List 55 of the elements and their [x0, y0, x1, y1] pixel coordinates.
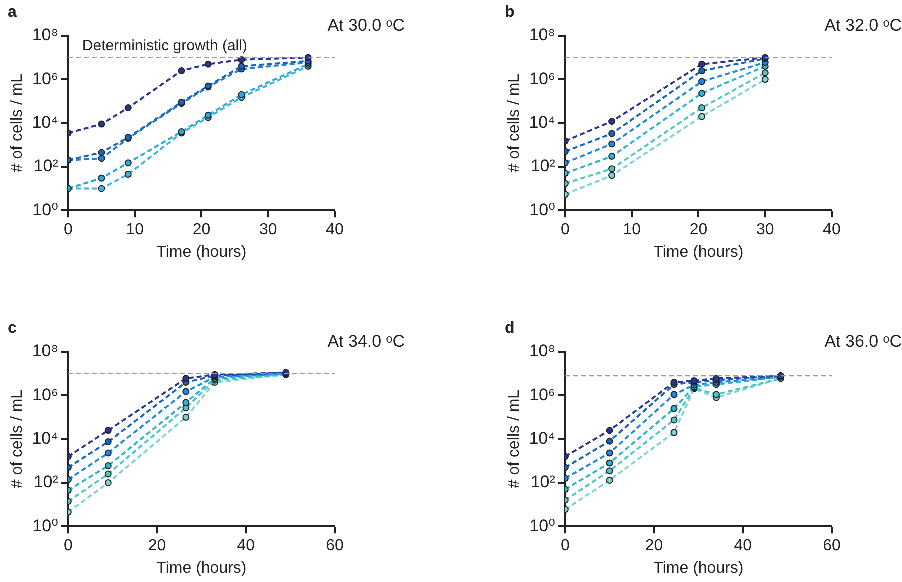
x-tick-label: 20: [148, 538, 166, 555]
ref-line-label: Deterministic growth (all): [82, 37, 248, 54]
y-tick-label: 10²: [530, 472, 556, 492]
x-tick-label: 60: [823, 538, 841, 555]
y-tick-label: 10⁰: [32, 200, 59, 220]
chart-title: b: [505, 4, 515, 22]
x-axis-title: Time (hours): [156, 244, 247, 261]
y-axis-title: # of cells / mL: [9, 74, 26, 173]
y-tick-label: 10⁴: [32, 112, 58, 132]
x-tick-label: 10: [623, 222, 642, 239]
chart-subtitle: At 32.0 ᵒC: [824, 16, 902, 36]
y-tick-label: 10⁰: [32, 516, 59, 536]
y-axis-title: # of cells / mL: [506, 390, 524, 489]
chart-subtitle: At 30.0 ᵒC: [328, 16, 405, 36]
x-tick-label: 0: [64, 222, 73, 239]
x-tick-label: 40: [823, 222, 841, 239]
x-tick-label: 40: [326, 222, 344, 239]
x-tick-label: 10: [126, 222, 144, 239]
y-tick-label: 10⁶: [32, 385, 58, 404]
x-tick-label: 0: [560, 538, 570, 555]
x-tick-label: 0: [64, 538, 73, 555]
x-tick-label: 0: [560, 222, 570, 239]
chart-subtitle: At 36.0 ᵒC: [824, 332, 902, 352]
y-tick-label: 10²: [530, 156, 556, 176]
y-tick-label: 10⁸: [32, 26, 58, 45]
x-tick-label: 30: [756, 222, 774, 239]
y-tick-label: 10⁰: [530, 200, 556, 220]
y-tick-label: 10²: [34, 156, 59, 176]
y-tick-label: 10⁴: [32, 428, 58, 448]
y-tick-label: 10⁶: [529, 385, 556, 404]
y-tick-label: 10⁶: [529, 69, 556, 88]
chart-title: d: [505, 320, 515, 338]
y-axis-title: # of cells / mL: [506, 74, 524, 173]
x-tick-label: 20: [645, 538, 664, 555]
x-tick-label: 40: [734, 538, 752, 555]
x-tick-label: 40: [237, 538, 256, 555]
x-axis-title: Time (hours): [156, 560, 247, 577]
y-tick-label: 10⁶: [32, 69, 58, 88]
y-tick-label: 10⁸: [32, 342, 58, 361]
y-tick-label: 10²: [34, 472, 59, 492]
chart-title: a: [8, 4, 17, 22]
x-tick-label: 30: [259, 222, 278, 239]
y-axis-title: # of cells / mL: [9, 390, 26, 489]
x-axis-title: Time (hours): [654, 560, 744, 577]
x-axis-title: Time (hours): [654, 244, 744, 261]
y-tick-label: 10⁸: [529, 342, 556, 361]
chart-subtitle: At 34.0 ᵒC: [328, 332, 405, 352]
x-tick-label: 20: [690, 222, 708, 239]
y-tick-label: 10⁴: [529, 112, 556, 132]
x-tick-label: 60: [326, 538, 344, 555]
y-tick-label: 10⁴: [529, 428, 556, 448]
x-tick-label: 20: [192, 222, 211, 239]
chart-title: c: [8, 320, 17, 338]
y-tick-label: 10⁸: [529, 26, 556, 45]
y-tick-label: 10⁰: [530, 516, 556, 536]
